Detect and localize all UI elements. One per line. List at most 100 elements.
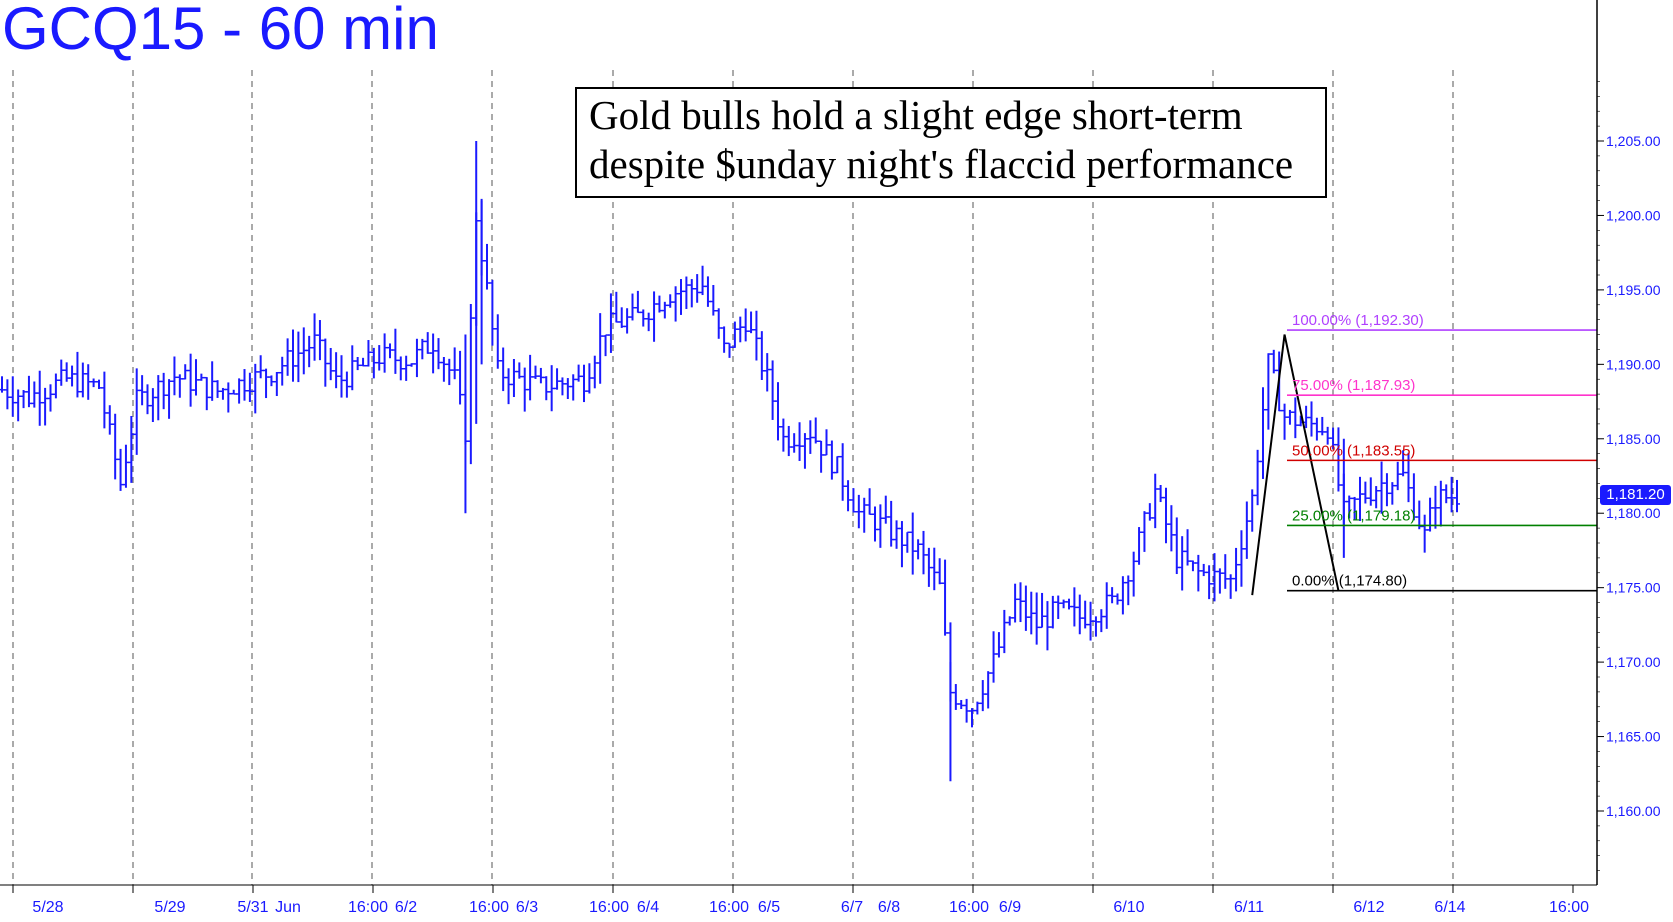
ohlc-bar (252, 363, 259, 414)
ohlc-bar (1184, 529, 1191, 566)
ohlc-bar (624, 308, 631, 334)
ohlc-bar (203, 376, 210, 411)
ohlc-bar (1163, 487, 1169, 544)
ohlc-bar (290, 329, 296, 382)
ohlc-bar (360, 357, 367, 367)
ohlc-bar (85, 364, 92, 400)
ohlc-bar (187, 353, 194, 407)
ohlc-bar (780, 418, 787, 452)
ohlc-bar (494, 314, 501, 369)
ohlc-bar (548, 365, 555, 412)
ohlc-bar (144, 384, 151, 415)
ohlc-bar (1049, 595, 1056, 629)
ohlc-bar (322, 338, 329, 387)
ohlc-bar (1281, 403, 1288, 440)
ohlc-bar (1222, 554, 1229, 589)
ohlc-bar (721, 326, 728, 353)
ohlc-bar (667, 294, 674, 308)
ohlc-bar (171, 356, 178, 396)
time-tick-label: 6/14 (1434, 899, 1465, 916)
ohlc-bar (812, 417, 819, 444)
ohlc-bar (931, 547, 938, 591)
last-price-badge: 1,181.20 (1600, 485, 1671, 505)
ohlc-bar (1443, 484, 1450, 504)
time-tick-label: 16:00 (1549, 899, 1589, 916)
ohlc-bar (581, 364, 587, 403)
ohlc-bar (133, 368, 140, 455)
time-tick-label: 6/4 (637, 899, 659, 916)
ohlc-bar (101, 371, 108, 429)
ohlc-bar (311, 313, 318, 361)
time-tick-label: 16:00 (709, 899, 749, 916)
ohlc-bar (387, 343, 393, 359)
ohlc-bar (1006, 616, 1013, 626)
ohlc-bar (397, 356, 404, 381)
ohlc-bar (327, 347, 334, 381)
ohlc-bar (915, 539, 922, 560)
ohlc-bar (559, 377, 566, 396)
swing-line (1251, 334, 1340, 596)
ohlc-bar (122, 444, 129, 488)
ohlc-bar (764, 353, 771, 392)
time-tick-label: 5/31 (237, 899, 268, 916)
ohlc-bar (904, 531, 911, 553)
ohlc-bar (370, 347, 377, 379)
ohlc-bar (489, 279, 496, 346)
ohlc-bar (645, 312, 652, 332)
ohlc-bar (96, 379, 102, 389)
ohlc-bar (263, 368, 270, 399)
ohlc-bar (1146, 503, 1153, 521)
ohlc-bar (25, 375, 32, 408)
ohlc-bar (699, 265, 706, 296)
ohlc-bar (1179, 536, 1186, 591)
ohlc-bar (435, 338, 442, 370)
ohlc-bar (419, 338, 426, 360)
ohlc-bar (791, 433, 798, 453)
ohlc-bar (510, 359, 517, 398)
time-tick-label: 6/8 (878, 899, 900, 916)
time-tick-label: 6/2 (395, 899, 417, 916)
ohlc-bar (958, 700, 965, 710)
ohlc-bar (898, 521, 905, 568)
ohlc-bar (1373, 486, 1380, 509)
ohlc-bar (284, 338, 291, 376)
fibonacci-levels: 100.00% (1,192.30) 75.00% (1,187.93) 50.00… (1287, 312, 1597, 592)
time-tick-label: 6/12 (1353, 899, 1384, 916)
vertical-grid (12, 70, 1454, 885)
ohlc-bar (1136, 527, 1143, 565)
ohlc-bar (182, 364, 189, 380)
ohlc-bar (618, 307, 625, 328)
ohlc-bar (942, 559, 949, 636)
price-tick-label: 1,190.00 (1606, 356, 1661, 372)
ohlc-bar (920, 530, 927, 575)
ohlc-bar (209, 361, 216, 401)
ohlc-bar (710, 285, 717, 316)
ohlc-bar (748, 311, 755, 334)
ohlc-bar (155, 375, 162, 421)
ohlc-bar (661, 301, 668, 319)
ohlc-bar (117, 448, 124, 491)
ohlc-bar (575, 364, 582, 382)
ohlc-bar (753, 310, 760, 361)
ohlc-bar (850, 488, 857, 513)
ohlc-bar (149, 388, 156, 423)
ohlc-bar (333, 352, 340, 389)
ohlc-bar (1125, 575, 1132, 606)
ohlc-bar (979, 680, 986, 712)
ohlc-bar (737, 316, 744, 343)
price-tick-label: 1,195.00 (1606, 282, 1661, 298)
ohlc-bar (214, 380, 221, 398)
ohlc-bar (1022, 585, 1029, 631)
time-axis: 5/28 5/29 5/31 Jun 16:00 6/2 16:00 6/3 16:00 6/4 1… (0, 884, 1597, 916)
ohlc-bar (505, 368, 512, 405)
ohlc-bar (877, 504, 884, 548)
ohlc-bar (963, 698, 970, 723)
ohlc-bar (230, 389, 237, 395)
ohlc-bar (861, 497, 868, 533)
ohlc-bar (392, 328, 399, 374)
ohlc-bar (166, 379, 173, 419)
annotation-box: Gold bulls hold a slight edge short-term… (575, 87, 1327, 198)
ohlc-bar (106, 405, 113, 435)
ohlc-bar (79, 362, 86, 398)
